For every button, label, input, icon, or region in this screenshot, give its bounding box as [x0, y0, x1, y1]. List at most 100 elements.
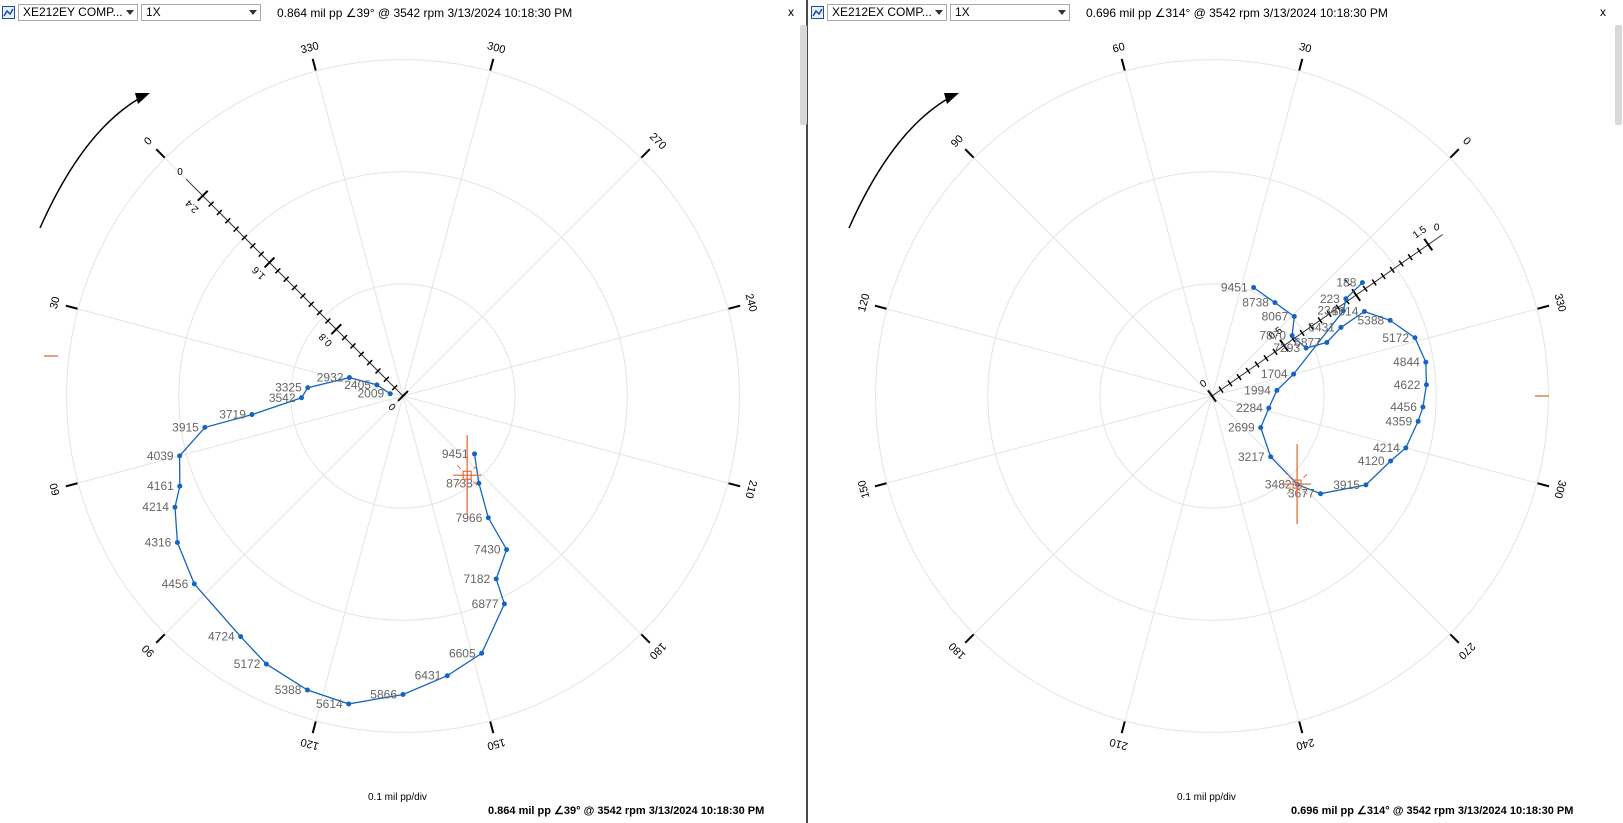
trace-point — [1274, 387, 1280, 393]
trace-point-label: 3542 — [269, 391, 296, 405]
angle-tick-label: 270 — [1456, 640, 1477, 661]
amplitude-tick-mark — [249, 242, 256, 249]
grid-spoke — [402, 395, 648, 641]
angle-tick-mark — [1537, 304, 1550, 310]
trace-point-label: 5614 — [1332, 305, 1359, 319]
amplitude-tick-mark — [1326, 310, 1332, 318]
trace-point-label: 6877 — [472, 597, 499, 611]
trace-point-label: 6605 — [449, 646, 476, 660]
angle-tick-mark — [874, 482, 887, 488]
measurement-point-dropdown[interactable]: XE212EX COMP... — [827, 4, 947, 21]
cursor-box — [1292, 479, 1302, 489]
polar-plot-panel-left: XE212EY COMP... 1X 0.864 mil pp ∠39° @ 3… — [0, 0, 808, 823]
rotation-arrow-icon — [848, 93, 959, 229]
grid-spoke — [402, 395, 737, 486]
trace-point — [1291, 314, 1297, 320]
trace-point — [238, 634, 244, 640]
trace-point — [1340, 308, 1346, 314]
trace-point-label: 2932 — [317, 371, 344, 385]
trace-point-label: 7966 — [456, 511, 483, 525]
amplitude-tick-mark — [283, 276, 290, 283]
trace-point-label: 5172 — [234, 657, 261, 671]
trace-point-label: 4724 — [208, 630, 235, 644]
filter-dropdown[interactable]: 1X — [141, 4, 261, 21]
angle-tick-mark — [1298, 721, 1304, 734]
angle-tick-mark — [311, 721, 317, 734]
grid-spoke — [313, 62, 404, 397]
amplitude-axis-end-label: 0 — [1434, 222, 1440, 233]
close-button[interactable]: x — [1600, 5, 1606, 19]
angle-tick-label: 90 — [949, 133, 966, 150]
trace-point-label: 8067 — [1262, 310, 1289, 324]
trace-point-label: 6431 — [1308, 320, 1335, 334]
amplitude-tick-mark — [274, 267, 281, 274]
trace-point — [444, 673, 450, 679]
scale-label: 0.1 mil pp/div — [368, 792, 427, 803]
trace-point-label: 4622 — [1394, 378, 1421, 392]
angle-tick-label: 0 — [1460, 135, 1473, 148]
grid-spoke — [158, 395, 404, 641]
angle-tick-label: 60 — [48, 482, 63, 497]
rotation-arrow-curve — [39, 97, 141, 229]
trace-point — [1420, 404, 1426, 410]
amplitude-tick-mark — [391, 384, 398, 391]
angle-tick-label: 90 — [140, 642, 157, 659]
amplitude-axis-line — [1211, 234, 1443, 397]
close-button[interactable]: x — [788, 5, 794, 19]
measurement-point-dropdown[interactable]: XE212EY COMP... — [18, 4, 138, 21]
angle-tick-mark — [964, 633, 975, 644]
angle-tick-mark — [640, 633, 651, 644]
cursor-ray — [473, 481, 478, 486]
trace-point — [191, 581, 197, 587]
amplitude-tick-mark — [1380, 272, 1386, 280]
amplitude-tick-mark — [308, 301, 315, 308]
trace-point — [1318, 491, 1324, 497]
trace-point — [305, 385, 311, 391]
cursor-ray — [473, 464, 478, 470]
trace-point — [1412, 335, 1418, 341]
angle-tick-mark — [155, 148, 166, 159]
grid-spoke — [1211, 395, 1302, 730]
angle-tick-mark — [1120, 58, 1126, 71]
trace-point — [1338, 324, 1344, 330]
trace-point-label: 234 — [1317, 304, 1337, 318]
scrollbar-thumb[interactable] — [1615, 25, 1622, 125]
amplitude-tick-mark — [1423, 238, 1434, 251]
amplitude-tick-mark — [1279, 339, 1289, 352]
polar-plot-panel-right: XE212EX COMP... 1X 0.696 mil pp ∠314° @ … — [809, 0, 1623, 823]
trace-point-label: 3677 — [1288, 487, 1315, 501]
amplitude-tick-mark — [263, 256, 276, 269]
trace-point-label: 5388 — [275, 683, 302, 697]
amplitude-tick-mark — [383, 376, 390, 383]
angle-tick-label: 300 — [486, 40, 507, 56]
panel-toolbar: XE212EX COMP... 1X 0.696 mil pp ∠314° @ … — [809, 0, 1623, 24]
amplitude-tick-mark — [258, 251, 265, 258]
angle-tick-mark — [1537, 482, 1550, 488]
grid-spoke — [69, 306, 404, 397]
trace-point-label: 7182 — [464, 572, 491, 586]
trace-point — [1258, 425, 1264, 431]
grid-spoke — [402, 62, 493, 397]
trace-point-label: 4120 — [1358, 454, 1385, 468]
rotation-arrow-curve — [848, 97, 950, 229]
angle-tick-mark — [155, 633, 166, 644]
amplitude-tick-mark — [316, 309, 323, 316]
chevron-down-icon — [126, 10, 134, 15]
trace-point-label: 4039 — [147, 449, 174, 463]
amplitude-tick-mark — [358, 351, 365, 358]
amplitude-tick-mark — [330, 323, 342, 335]
trace-point — [472, 451, 478, 457]
amplitude-tick-mark — [208, 201, 215, 208]
scrollbar-thumb[interactable] — [800, 25, 807, 125]
chevron-down-icon — [935, 10, 943, 15]
grid-spoke — [1122, 62, 1213, 397]
grid-spoke — [878, 306, 1213, 397]
grid-spoke — [1211, 62, 1302, 397]
angle-tick-mark — [640, 148, 651, 159]
panel-toolbar: XE212EY COMP... 1X 0.864 mil pp ∠39° @ 3… — [0, 0, 806, 24]
trace-point-label: 3719 — [219, 408, 246, 422]
amplitude-tick-mark — [366, 359, 373, 366]
filter-dropdown[interactable]: 1X — [950, 4, 1070, 21]
grid-ring — [1099, 283, 1325, 509]
